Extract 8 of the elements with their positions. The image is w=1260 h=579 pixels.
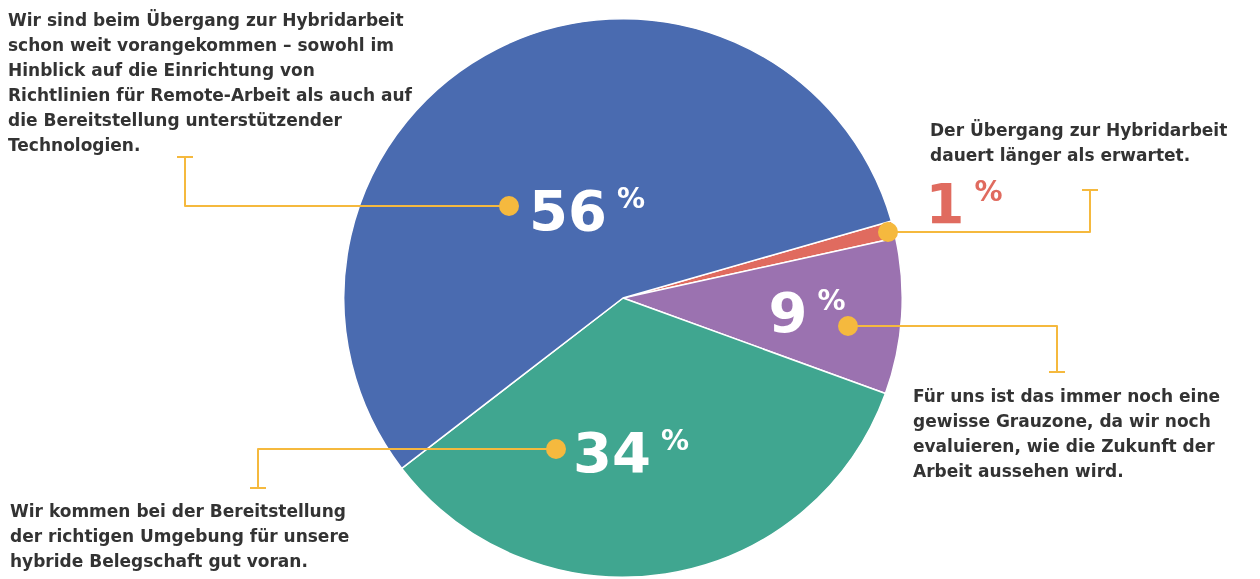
slice-label: Der Übergang zur Hybridarbeit dauert länger als erwartet. <box>930 118 1229 167</box>
slice-label: Für uns ist das immer noch eine gewisse Grauzone, da wir noch evaluieren, wie die Zukunft der Arbeit aussehen wird. <box>913 385 1222 483</box>
data-label: 56 % <box>529 178 646 243</box>
data-label: 1 % <box>925 171 1003 236</box>
data-label: 34 % <box>573 420 690 485</box>
slice-label: Wir kommen bei der Bereitstellung der richtigen Umgebung für unsere hybride Belegschaft gut voran. <box>10 500 351 573</box>
slice-label: Wir sind beim Übergang zur Hybridarbeit schon weit vorangekommen – sowohl im Hinblick auf die Einrichtung von Richtlinien für Remote-Arbeit als auch auf die Bereitstellung unterstützender Technologien. <box>8 8 413 157</box>
data-label: 9 % <box>768 280 846 345</box>
